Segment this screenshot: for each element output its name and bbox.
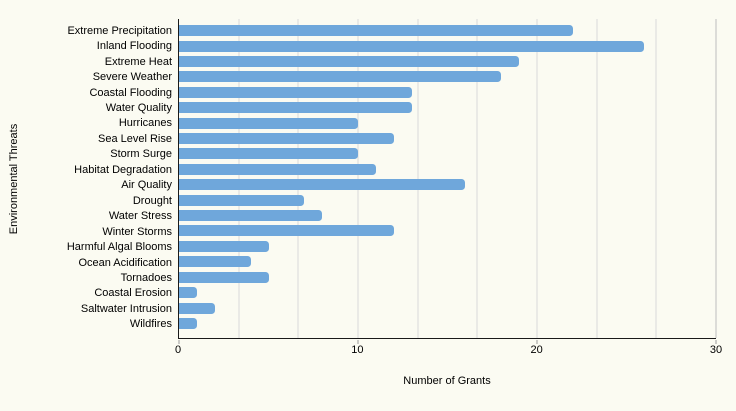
bar: [179, 179, 466, 191]
category-label: Tornadoes: [120, 271, 172, 284]
bar: [179, 117, 358, 129]
category-label: Water Quality: [105, 101, 172, 114]
gridline: [536, 19, 538, 338]
gridline: [476, 19, 478, 338]
bar: [179, 56, 520, 68]
bar: [179, 271, 269, 283]
bar-row: [179, 300, 716, 315]
category-label: Winter Storms: [102, 225, 172, 238]
gridline: [357, 19, 359, 338]
gridline: [238, 19, 240, 338]
bar: [179, 302, 215, 314]
bar: [179, 71, 502, 83]
gridline: [417, 19, 419, 338]
bar-row: [179, 162, 716, 177]
bar-row: [179, 270, 716, 285]
x-tick-label: 30: [709, 344, 723, 356]
bar-row: [179, 85, 716, 100]
gridline: [655, 19, 657, 338]
plot-area: [178, 19, 717, 344]
category-label: Harmful Algal Blooms: [66, 241, 172, 254]
gridline: [297, 19, 299, 338]
x-axis-tick-labels: 0 10 20 30: [174, 344, 722, 358]
category-label: Drought: [132, 194, 172, 207]
category-label: Air Quality: [121, 179, 172, 192]
bar-row: [179, 146, 716, 161]
gridline: [715, 19, 717, 338]
bar: [179, 133, 394, 145]
x-tick-mark: [178, 339, 180, 344]
bar-row: [179, 192, 716, 207]
bar-row: [179, 223, 716, 238]
bar: [179, 163, 376, 175]
bar-row: [179, 285, 716, 300]
bar-row: [179, 100, 716, 115]
bar-row: [179, 69, 716, 84]
bar-row: [179, 23, 716, 38]
bar: [179, 25, 573, 37]
x-tick-label: 10: [351, 344, 364, 356]
category-axis-labels: Extreme Precipitation Inland Flooding Extr…: [0, 19, 172, 339]
category-label: Hurricanes: [118, 117, 172, 130]
bar-row: [179, 38, 716, 53]
category-label: Habitat Degradation: [74, 163, 172, 176]
bar: [179, 40, 645, 52]
category-label: Storm Surge: [110, 148, 172, 161]
bar-row: [179, 239, 716, 254]
bar-row: [179, 54, 716, 69]
bar-row: [179, 254, 716, 269]
bar: [179, 256, 251, 268]
category-label: Ocean Acidification: [78, 256, 172, 269]
x-tick-mark: [715, 339, 717, 344]
bar: [179, 240, 269, 252]
bar: [179, 86, 412, 98]
category-label: Sea Level Rise: [98, 132, 172, 145]
bar: [179, 225, 394, 237]
bar: [179, 210, 323, 222]
bar-row: [179, 177, 716, 192]
category-label: Wildfires: [129, 318, 172, 331]
x-axis-title: Number of Grants: [403, 375, 491, 387]
x-tick-label: 20: [530, 344, 543, 356]
bar-row: [179, 208, 716, 223]
x-tick-mark: [536, 339, 538, 344]
category-label: Inland Flooding: [96, 40, 172, 53]
category-label: Saltwater Intrusion: [80, 302, 172, 315]
bar: [179, 148, 358, 160]
bar-series: [179, 19, 716, 338]
bar: [179, 287, 197, 299]
bar: [179, 317, 197, 329]
bar: [179, 194, 305, 206]
bar-row: [179, 131, 716, 146]
category-label: Coastal Flooding: [89, 86, 172, 99]
category-label: Extreme Heat: [104, 55, 172, 68]
bar-row: [179, 316, 716, 331]
x-tick-mark: [357, 339, 359, 344]
category-label: Water Stress: [108, 210, 172, 223]
bar-row: [179, 115, 716, 130]
bar: [179, 102, 412, 114]
x-tick-label: 0: [174, 344, 182, 356]
gridline: [596, 19, 598, 338]
category-label: Extreme Precipitation: [67, 24, 172, 37]
category-label: Severe Weather: [92, 71, 172, 84]
category-label: Coastal Erosion: [94, 287, 172, 300]
